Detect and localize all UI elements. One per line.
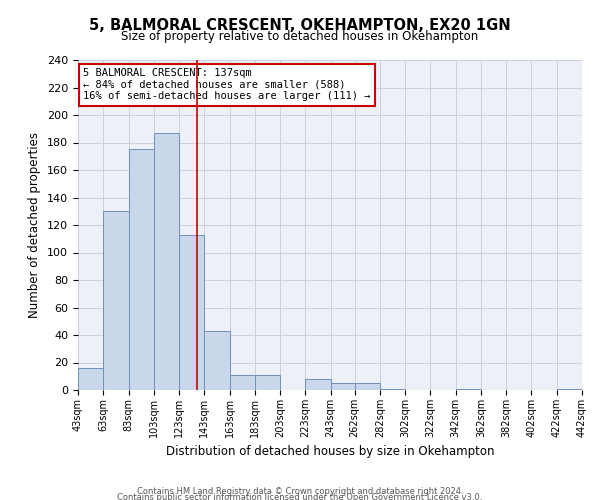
Bar xyxy=(355,383,380,390)
Text: 5 BALMORAL CRESCENT: 137sqm
← 84% of detached houses are smaller (588)
16% of se: 5 BALMORAL CRESCENT: 137sqm ← 84% of det… xyxy=(83,68,371,102)
Bar xyxy=(205,331,230,390)
Bar xyxy=(128,150,154,390)
Bar xyxy=(331,383,355,390)
Bar xyxy=(380,388,405,390)
Bar xyxy=(455,388,481,390)
Bar xyxy=(179,234,205,390)
X-axis label: Distribution of detached houses by size in Okehampton: Distribution of detached houses by size … xyxy=(166,446,494,458)
Bar xyxy=(78,368,103,390)
Text: Contains HM Land Registry data © Crown copyright and database right 2024.: Contains HM Land Registry data © Crown c… xyxy=(137,487,463,496)
Bar xyxy=(557,388,582,390)
Text: 5, BALMORAL CRESCENT, OKEHAMPTON, EX20 1GN: 5, BALMORAL CRESCENT, OKEHAMPTON, EX20 1… xyxy=(89,18,511,32)
Bar xyxy=(255,375,280,390)
Y-axis label: Number of detached properties: Number of detached properties xyxy=(28,132,41,318)
Text: Size of property relative to detached houses in Okehampton: Size of property relative to detached ho… xyxy=(121,30,479,43)
Bar xyxy=(154,133,179,390)
Text: Contains public sector information licensed under the Open Government Licence v3: Contains public sector information licen… xyxy=(118,492,482,500)
Bar xyxy=(305,379,331,390)
Bar xyxy=(103,211,128,390)
Bar xyxy=(230,375,255,390)
